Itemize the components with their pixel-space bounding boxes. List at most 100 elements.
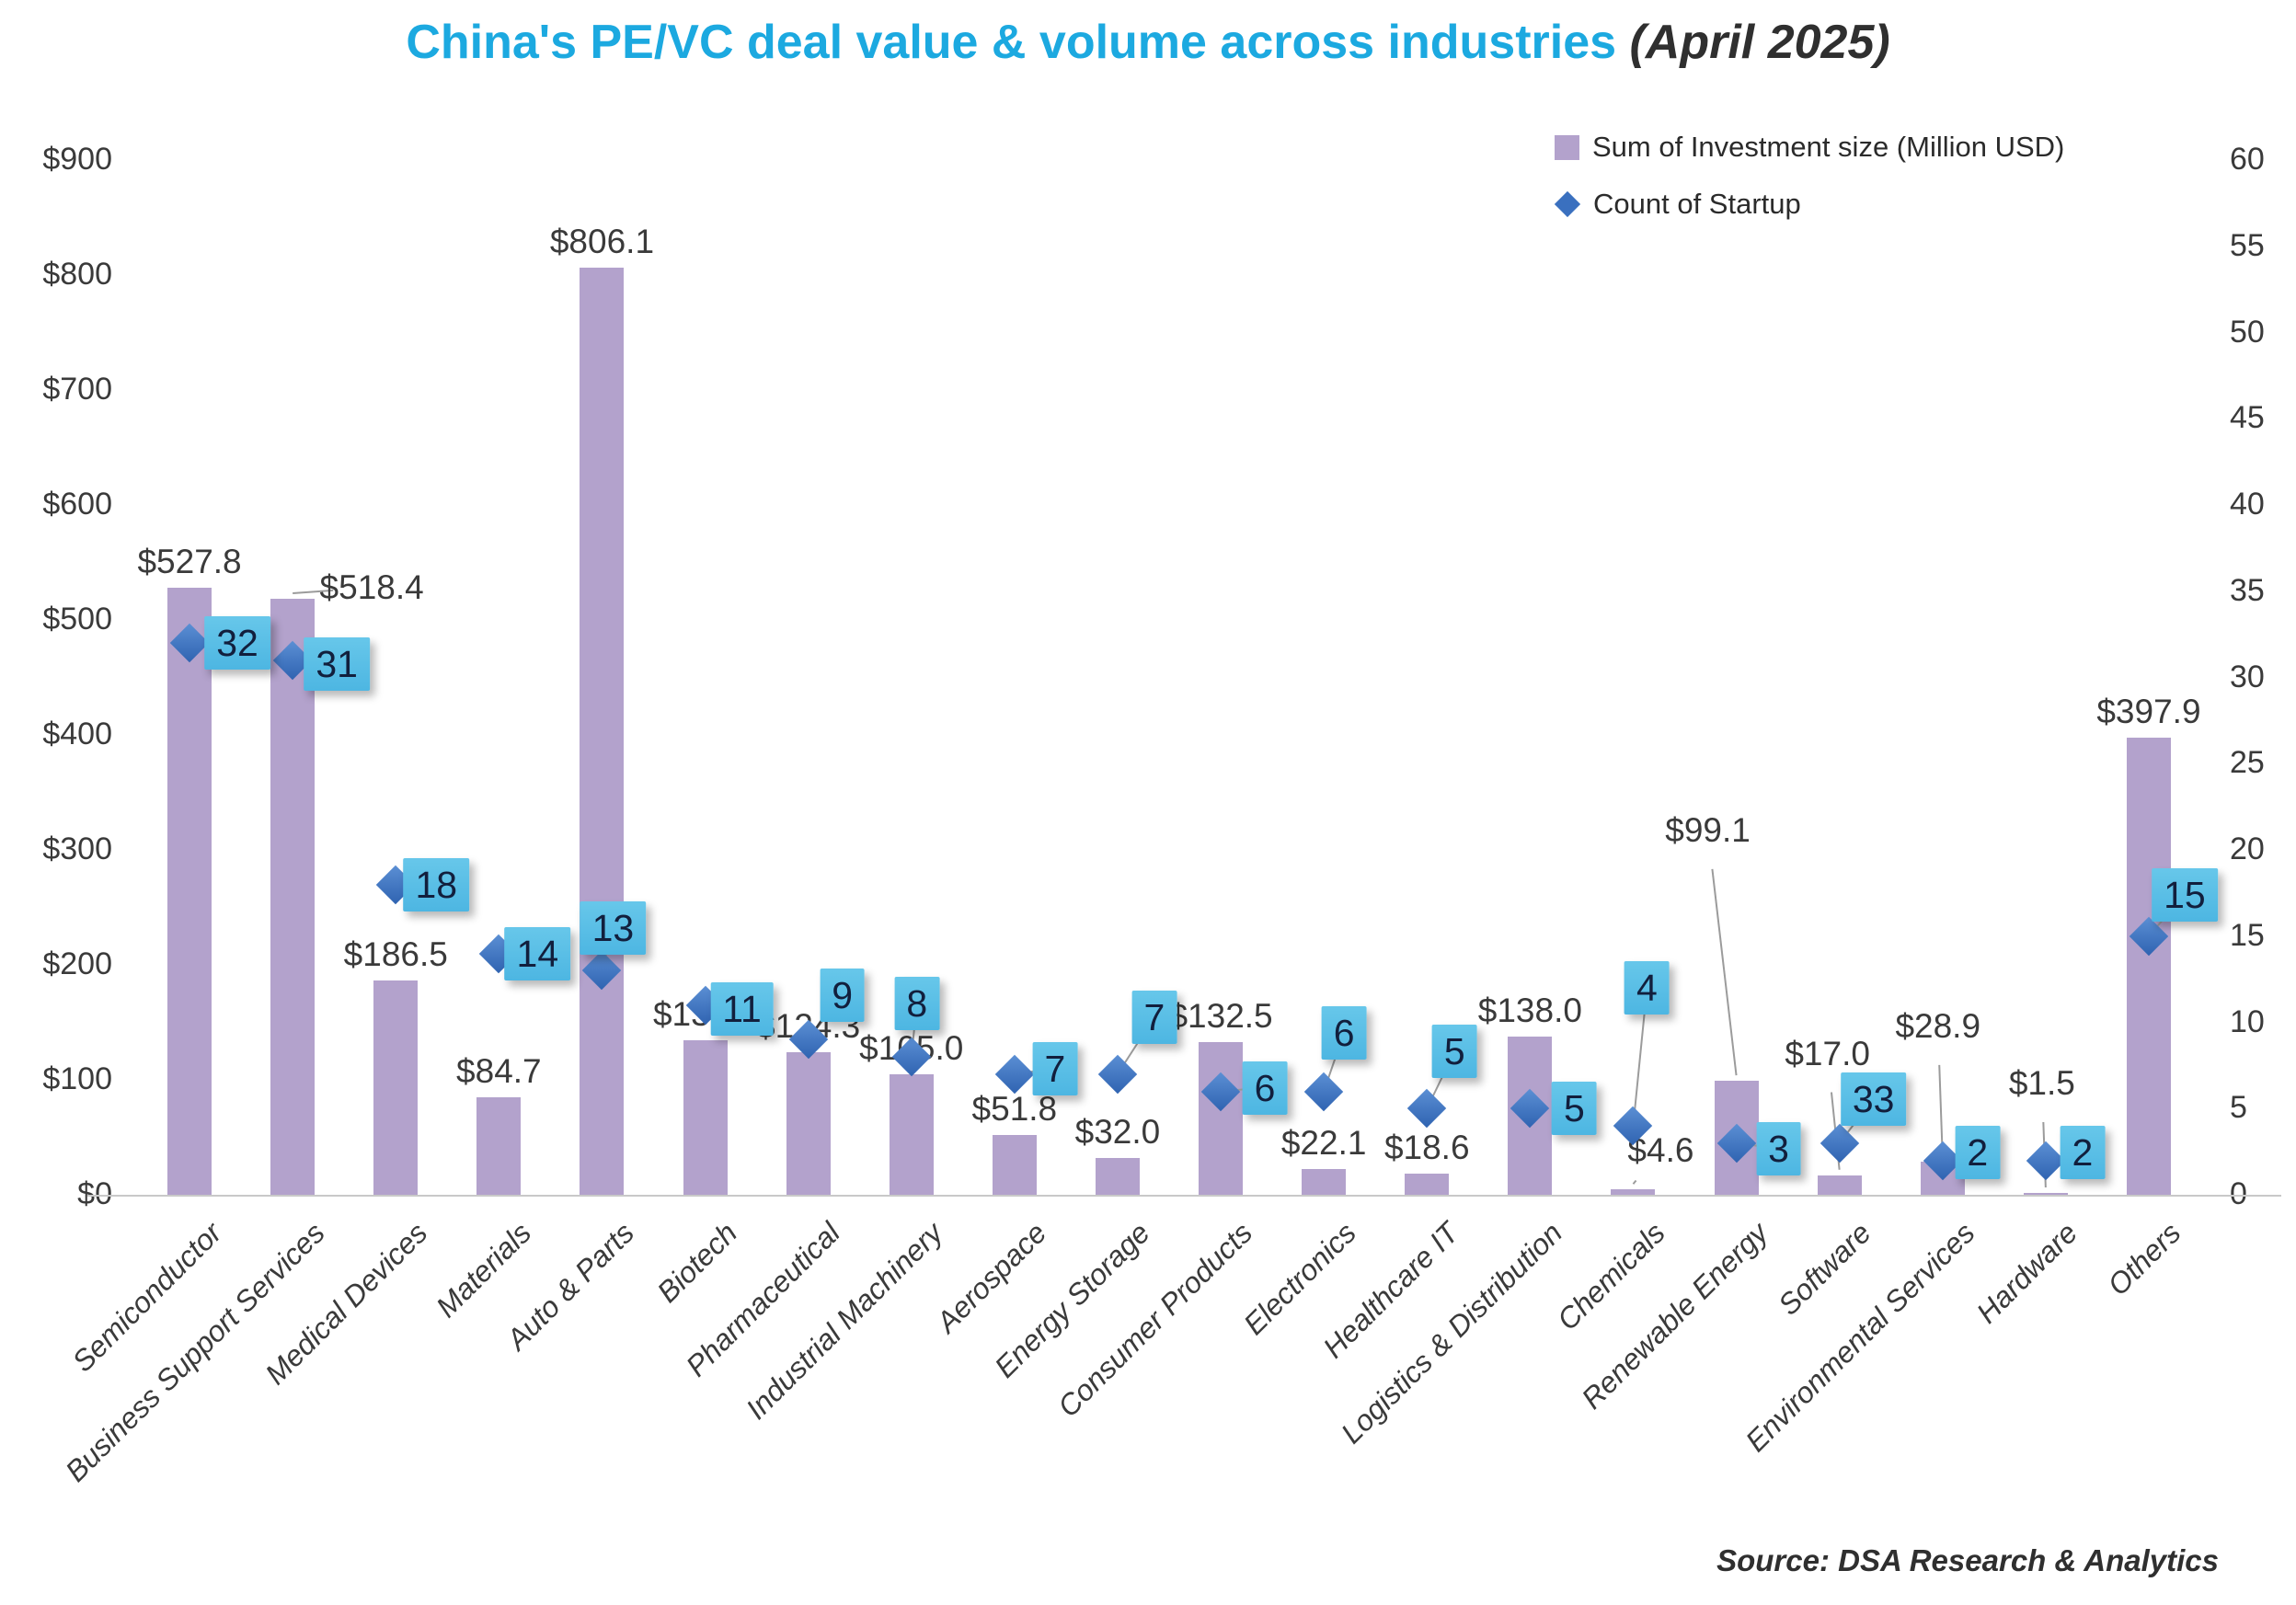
value-label: $51.8 [971, 1090, 1058, 1129]
value-label: $99.1 [1665, 811, 1751, 850]
y-axis-tick-right: 45 [2230, 400, 2265, 436]
y-axis-tick-right: 55 [2230, 227, 2265, 263]
count-label: 5 [1431, 1025, 1477, 1079]
value-label: $84.7 [456, 1052, 542, 1091]
bar [580, 268, 625, 1195]
value-label: $28.9 [1895, 1006, 1981, 1045]
diamond-marker-icon [1097, 1054, 1138, 1094]
value-label: $527.8 [137, 543, 242, 581]
chart-title-date: (April 2025) [1616, 16, 1890, 69]
count-label: 13 [580, 901, 647, 956]
count-label: 6 [1321, 1005, 1367, 1060]
chart-title-main: China's PE/VC deal value & volume across… [406, 16, 1617, 69]
diamond-marker-icon [1407, 1089, 1447, 1129]
bar [1405, 1173, 1450, 1195]
value-label: $138.0 [1477, 991, 1582, 1029]
y-axis-tick-left: $600 [42, 487, 112, 522]
count-label: 31 [304, 636, 370, 691]
y-axis-tick-right: 10 [2230, 1003, 2265, 1039]
count-label: 9 [820, 969, 866, 1023]
legend-item-count: Count of Startup [1554, 188, 2064, 221]
y-axis-tick-right: 60 [2230, 142, 2265, 177]
bar [1199, 1042, 1244, 1195]
legend-label-investment: Sum of Investment size (Million USD) [1592, 131, 2065, 163]
bar [992, 1135, 1037, 1195]
bar [2023, 1193, 2068, 1195]
value-label: $22.1 [1280, 1124, 1367, 1163]
count-label: 4 [1624, 961, 1670, 1015]
count-label: 6 [1242, 1060, 1288, 1115]
y-axis-tick-right: 30 [2230, 659, 2265, 694]
bar [373, 980, 419, 1195]
bar [1095, 1158, 1140, 1195]
count-label: 3 [1756, 1121, 1801, 1175]
diamond-marker-icon [1820, 1123, 1859, 1163]
bar [683, 1039, 728, 1195]
x-axis-label: Others [2101, 1216, 2187, 1302]
chart-title: China's PE/VC deal value & volume across… [0, 15, 2296, 70]
bar [1302, 1169, 1347, 1195]
source-note: Source: DSA Research & Analytics [1716, 1543, 2219, 1577]
x-axis-label: Software [1772, 1216, 1878, 1322]
x-axis-label: Hardware [1969, 1216, 2084, 1330]
count-label: 8 [894, 977, 940, 1030]
count-label: 33 [1840, 1072, 1907, 1126]
count-label: 32 [204, 616, 270, 670]
count-label: 15 [2152, 867, 2218, 922]
value-label: $17.0 [1785, 1034, 1870, 1072]
y-axis-tick-left: $200 [42, 946, 112, 981]
y-axis-tick-left: $100 [42, 1061, 112, 1096]
y-axis-tick-right: 35 [2230, 572, 2265, 608]
diamond-icon [1554, 190, 1581, 218]
bar [476, 1097, 522, 1195]
value-label: $1.5 [2008, 1064, 2075, 1102]
x-axis-label: Renewable Energy [1575, 1216, 1775, 1416]
legend-label-count: Count of Startup [1593, 188, 1801, 220]
count-label: 7 [1131, 990, 1177, 1044]
diamond-marker-icon [1303, 1072, 1344, 1111]
count-label: 11 [710, 981, 774, 1036]
y-axis-tick-right: 25 [2230, 745, 2265, 781]
y-axis-tick-left: $300 [42, 831, 112, 866]
count-label: 5 [1551, 1082, 1597, 1136]
y-axis-tick-left: $700 [42, 372, 112, 407]
y-axis-tick-left: $400 [42, 717, 112, 751]
diamond-marker-icon [994, 1054, 1035, 1094]
count-label: 2 [2060, 1125, 2106, 1179]
x-axis-label: Consumer Products [1051, 1216, 1259, 1424]
count-label: 7 [1032, 1041, 1078, 1095]
y-axis-tick-right: 0 [2230, 1176, 2247, 1211]
value-label: $186.5 [343, 934, 448, 973]
value-label: $132.5 [1168, 997, 1273, 1036]
count-label: 2 [1955, 1125, 2001, 1179]
y-axis-tick-left: $800 [42, 257, 112, 292]
value-label: $518.4 [319, 568, 424, 606]
value-label: $397.9 [2096, 692, 2201, 730]
legend-item-investment: Sum of Investment size (Million USD) [1555, 131, 2064, 164]
y-axis-tick-left: $900 [42, 142, 112, 177]
y-axis-tick-right: 15 [2230, 917, 2265, 953]
value-label: $18.6 [1383, 1128, 1470, 1166]
bar [270, 599, 316, 1195]
bar [167, 588, 212, 1195]
bar [1817, 1175, 1862, 1195]
value-label: $32.0 [1074, 1113, 1161, 1151]
x-axis-label: Biotech [650, 1216, 744, 1309]
bar [2126, 737, 2171, 1195]
y-axis-tick-left: $0 [77, 1176, 112, 1211]
bar-swatch-icon [1555, 134, 1579, 160]
bar [1611, 1189, 1656, 1195]
count-label: 14 [504, 926, 571, 980]
count-label: 18 [403, 857, 470, 911]
legend: Sum of Investment size (Million USD) Cou… [1554, 131, 2064, 245]
y-axis-tick-right: 20 [2230, 831, 2265, 866]
y-axis-tick-right: 40 [2230, 487, 2265, 522]
value-label: $806.1 [549, 223, 655, 261]
bar [889, 1073, 934, 1195]
y-axis-tick-right: 5 [2230, 1090, 2247, 1126]
bar [786, 1051, 831, 1195]
y-axis-tick-right: 50 [2230, 314, 2265, 350]
y-axis-tick-left: $500 [42, 602, 112, 636]
x-axis-label: Materials [429, 1216, 537, 1324]
